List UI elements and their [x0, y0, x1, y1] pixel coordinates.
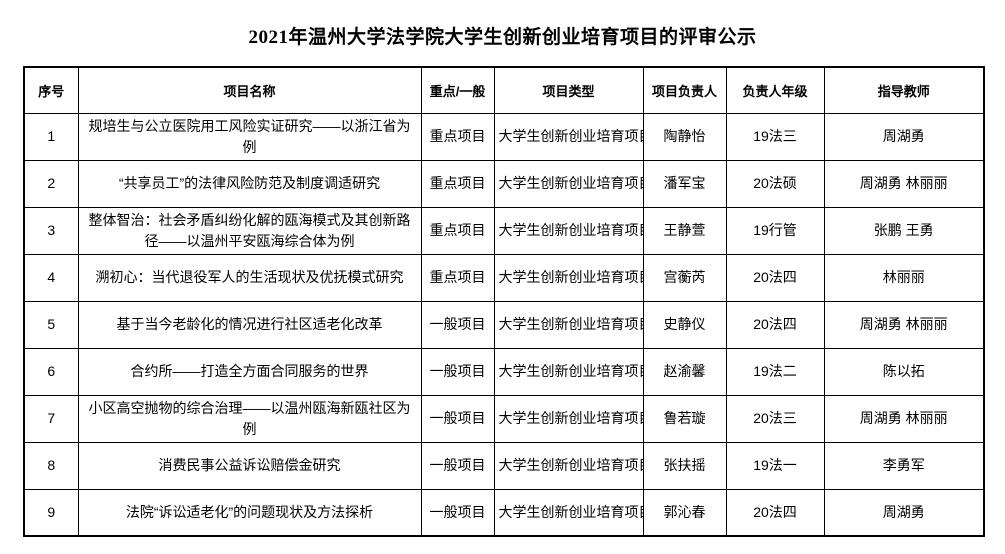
column-header-type: 项目类型: [493, 66, 644, 114]
cell-project-name: 规培生与公立医院用工风险实证研究——以浙江省为例: [77, 112, 422, 161]
cell-project-level: 一般项目: [420, 441, 495, 490]
cell-project-name: 合约所——打造全方面合同服务的世界: [77, 347, 422, 396]
cell-advisor: 陈以拓: [823, 347, 985, 396]
cell-project-name: 整体智治：社会矛盾纠纷化解的瓯海模式及其创新路径——以温州平安瓯海综合体为例: [77, 206, 422, 255]
cell-advisor: 李勇军: [823, 441, 985, 490]
cell-leader-grade: 20法四: [725, 488, 825, 537]
cell-project-type: 大学生创新创业培育项目: [493, 253, 644, 302]
cell-leader: 张扶摇: [642, 441, 727, 490]
cell-serial-number: 3: [23, 206, 79, 255]
cell-leader-grade: 20法硕: [725, 159, 825, 208]
cell-advisor: 张鹏 王勇: [823, 206, 985, 255]
table-row: 2 “共享员工”的法律风险防范及制度调适研究 重点项目 大学生创新创业培育项目 …: [23, 159, 985, 208]
cell-project-type: 大学生创新创业培育项目: [493, 112, 644, 161]
cell-leader-grade: 19法二: [725, 347, 825, 396]
column-header-serial: 序号: [23, 66, 79, 114]
cell-project-level: 一般项目: [420, 488, 495, 537]
table-header: 序号 项目名称 重点/一般 项目类型 项目负责人 负责人年级 指导教师: [23, 66, 985, 114]
cell-project-type: 大学生创新创业培育项目: [493, 394, 644, 443]
cell-leader-grade: 20法三: [725, 394, 825, 443]
cell-advisor: 周湖勇 林丽丽: [823, 300, 985, 349]
cell-project-level: 一般项目: [420, 394, 495, 443]
column-header-grade: 负责人年级: [725, 66, 825, 114]
cell-advisor: 林丽丽: [823, 253, 985, 302]
cell-leader: 陶静怡: [642, 112, 727, 161]
cell-leader: 王静萱: [642, 206, 727, 255]
column-header-name: 项目名称: [77, 66, 422, 114]
table-body: 1 规培生与公立医院用工风险实证研究——以浙江省为例 重点项目 大学生创新创业培…: [23, 112, 985, 537]
cell-leader: 郭沁春: [642, 488, 727, 537]
cell-advisor: 周湖勇 林丽丽: [823, 394, 985, 443]
cell-project-level: 一般项目: [420, 347, 495, 396]
table-row: 8 消费民事公益诉讼赔偿金研究 一般项目 大学生创新创业培育项目 张扶摇 19法…: [23, 441, 985, 490]
cell-project-name: 基于当今老龄化的情况进行社区适老化改革: [77, 300, 422, 349]
cell-project-type: 大学生创新创业培育项目: [493, 300, 644, 349]
cell-project-type: 大学生创新创业培育项目: [493, 441, 644, 490]
cell-project-name: 法院“诉讼适老化”的问题现状及方法探析: [77, 488, 422, 537]
table-row: 3 整体智治：社会矛盾纠纷化解的瓯海模式及其创新路径——以温州平安瓯海综合体为例…: [23, 206, 985, 255]
cell-leader-grade: 20法四: [725, 300, 825, 349]
cell-leader: 潘军宝: [642, 159, 727, 208]
cell-project-level: 重点项目: [420, 253, 495, 302]
projects-table: 序号 项目名称 重点/一般 项目类型 项目负责人 负责人年级 指导教师 1 规培…: [23, 66, 985, 537]
cell-project-level: 重点项目: [420, 112, 495, 161]
cell-project-type: 大学生创新创业培育项目: [493, 159, 644, 208]
table-row: 4 溯初心：当代退役军人的生活现状及优抚模式研究 重点项目 大学生创新创业培育项…: [23, 253, 985, 302]
page-title: 2021年温州大学法学院大学生创新创业培育项目的评审公示: [248, 27, 757, 48]
cell-advisor: 周湖勇 林丽丽: [823, 159, 985, 208]
cell-leader-grade: 19行管: [725, 206, 825, 255]
table-row: 9 法院“诉讼适老化”的问题现状及方法探析 一般项目 大学生创新创业培育项目 郭…: [23, 488, 985, 537]
table-row: 1 规培生与公立医院用工风险实证研究——以浙江省为例 重点项目 大学生创新创业培…: [23, 112, 985, 161]
cell-serial-number: 5: [23, 300, 79, 349]
cell-serial-number: 9: [23, 488, 79, 537]
cell-leader-grade: 19法一: [725, 441, 825, 490]
table-row: 6 合约所——打造全方面合同服务的世界 一般项目 大学生创新创业培育项目 赵渝馨…: [23, 347, 985, 396]
cell-project-name: 消费民事公益诉讼赔偿金研究: [77, 441, 422, 490]
cell-project-name: 小区高空抛物的综合治理——以温州瓯海新瓯社区为例: [77, 394, 422, 443]
cell-project-level: 重点项目: [420, 206, 495, 255]
cell-serial-number: 6: [23, 347, 79, 396]
cell-serial-number: 7: [23, 394, 79, 443]
cell-project-type: 大学生创新创业培育项目: [493, 347, 644, 396]
column-header-level: 重点/一般: [420, 66, 495, 114]
cell-project-level: 重点项目: [420, 159, 495, 208]
cell-leader-grade: 19法三: [725, 112, 825, 161]
table-header-row: 序号 项目名称 重点/一般 项目类型 项目负责人 负责人年级 指导教师: [23, 66, 985, 114]
cell-serial-number: 1: [23, 112, 79, 161]
table-row: 5 基于当今老龄化的情况进行社区适老化改革 一般项目 大学生创新创业培育项目 史…: [23, 300, 985, 349]
cell-project-type: 大学生创新创业培育项目: [493, 488, 644, 537]
cell-project-type: 大学生创新创业培育项目: [493, 206, 644, 255]
cell-leader: 宫蘅芮: [642, 253, 727, 302]
cell-project-level: 一般项目: [420, 300, 495, 349]
cell-project-name: “共享员工”的法律风险防范及制度调适研究: [77, 159, 422, 208]
cell-leader: 赵渝馨: [642, 347, 727, 396]
column-header-leader: 项目负责人: [642, 66, 727, 114]
cell-project-name: 溯初心：当代退役军人的生活现状及优抚模式研究: [77, 253, 422, 302]
table-row: 7 小区高空抛物的综合治理——以温州瓯海新瓯社区为例 一般项目 大学生创新创业培…: [23, 394, 985, 443]
cell-serial-number: 2: [23, 159, 79, 208]
cell-leader: 鲁若璇: [642, 394, 727, 443]
cell-serial-number: 4: [23, 253, 79, 302]
cell-advisor: 周湖勇: [823, 112, 985, 161]
cell-leader: 史静仪: [642, 300, 727, 349]
cell-leader-grade: 20法四: [725, 253, 825, 302]
cell-advisor: 周湖勇: [823, 488, 985, 537]
column-header-advisor: 指导教师: [823, 66, 985, 114]
cell-serial-number: 8: [23, 441, 79, 490]
